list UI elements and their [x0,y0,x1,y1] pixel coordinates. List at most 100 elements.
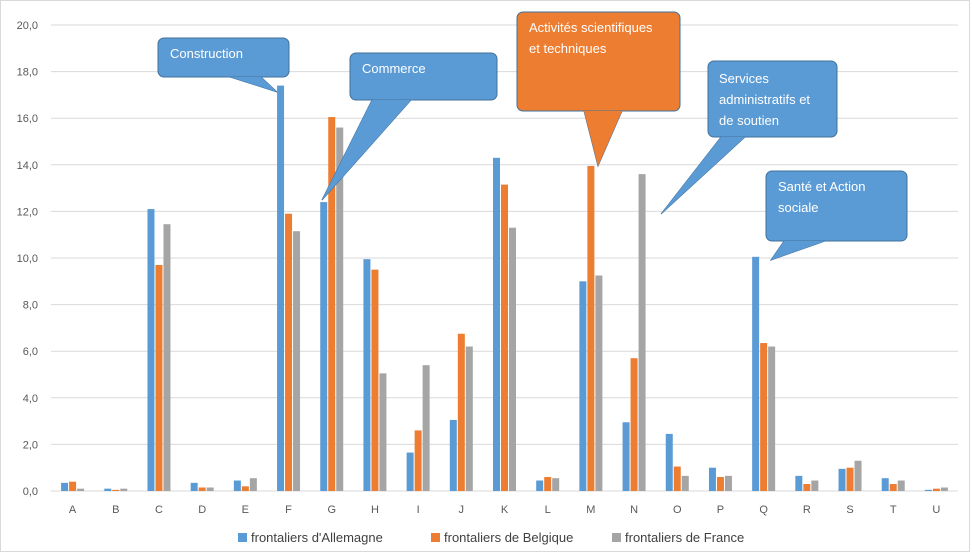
callout-pointer-fill [322,100,411,200]
callout-label: administratifs et [719,92,810,107]
bar-1-S [838,468,846,491]
callout-label: sociale [778,200,818,215]
bar-3-P [724,475,732,491]
bar-3-Q [768,346,776,491]
bar-3-G [336,127,344,492]
x-tick-label: G [327,504,336,516]
bar-2-U [932,488,940,491]
bar-2-C [155,264,163,491]
bar-1-J [449,419,457,491]
callout-box [349,52,498,101]
legend-label: frontaliers de France [625,530,744,545]
bar-3-A [77,488,85,491]
x-tick-label: A [69,504,77,516]
x-tick-label: O [673,504,682,516]
x-tick-label: T [890,504,897,516]
bar-1-E [233,480,241,491]
bar-2-Q [760,343,768,491]
bar-1-P [708,467,716,491]
x-tick-label: L [545,504,551,516]
bar-3-F [293,231,301,491]
bar-1-N [622,422,630,491]
x-tick-label: S [846,504,853,516]
x-tick-label: P [717,504,724,516]
bar-2-N [630,358,638,491]
bar-3-D [206,487,214,491]
bar-2-R [803,484,811,491]
x-tick-label: J [459,504,465,516]
bar-3-K [509,227,516,491]
bar-3-R [811,480,819,491]
bar-2-D [198,487,206,491]
y-tick-label: 20,0 [17,20,38,32]
callout-pointer-fill [771,241,825,260]
x-tick-label: H [371,504,379,516]
bar-3-S [854,460,862,491]
bar-2-A [69,481,77,491]
bar-2-K [501,184,508,492]
bar-2-O [673,466,681,491]
bar-3-C [163,224,171,491]
bar-3-O [681,475,689,491]
bar-2-I [414,430,422,491]
x-tick-label: Q [759,504,768,516]
bar-2-S [846,467,854,491]
bar-2-T [889,484,897,491]
bar-3-E [249,478,257,491]
bar-3-H [379,373,387,491]
callout-box [707,60,838,138]
bar-2-M [587,165,595,491]
bar-3-N [638,174,646,491]
y-tick-label: 18,0 [17,67,38,79]
callout-box [157,37,290,78]
bar-2-L [544,477,552,491]
bar-3-T [897,480,905,491]
bar-1-F [277,85,285,491]
y-tick-label: 8,0 [23,300,38,312]
bar-1-L [536,480,544,491]
y-tick-label: 6,0 [23,346,38,358]
callout-label: Activités scientifiques [529,20,653,35]
y-tick-label: 2,0 [23,439,38,451]
callout-pointer-fill [661,137,745,214]
x-tick-label: E [242,504,249,516]
bar-1-I [406,452,414,491]
bar-1-M [579,281,587,491]
bar-2-J [457,333,465,491]
callout-box [765,170,908,242]
legend-swatch [431,533,440,542]
bar-1-T [881,478,889,491]
x-tick-label: C [155,504,163,516]
callout-pointer-fill [584,111,622,166]
legend-label: frontaliers d'Allemagne [251,530,383,545]
y-tick-label: 16,0 [17,113,38,125]
bar-2-F [285,213,293,492]
bar-1-B [104,488,112,491]
x-tick-label: I [417,504,420,516]
bar-2-B [112,489,120,491]
callout-label: de soutien [719,113,779,128]
bar-1-U [924,489,932,491]
bar-3-B [120,488,128,491]
bar-1-Q [752,256,760,491]
bar-2-H [371,269,379,491]
x-tick-label: D [198,504,206,516]
bar-1-A [61,482,69,491]
bar-2-E [241,486,249,491]
bar-1-C [147,209,155,491]
bar-3-I [422,365,430,491]
x-tick-label: R [803,504,811,516]
callout-pointer-fill [230,77,277,92]
y-tick-label: 4,0 [23,393,38,405]
y-tick-label: 10,0 [17,253,38,265]
callout-label: Santé et Action [778,179,865,194]
x-tick-label: F [285,504,292,516]
bar-1-D [190,482,198,491]
callout-label: Construction [170,46,243,61]
callout-label: Services [719,71,769,86]
legend-swatch [238,533,247,542]
bar-1-K [493,157,500,491]
x-tick-label: N [630,504,638,516]
